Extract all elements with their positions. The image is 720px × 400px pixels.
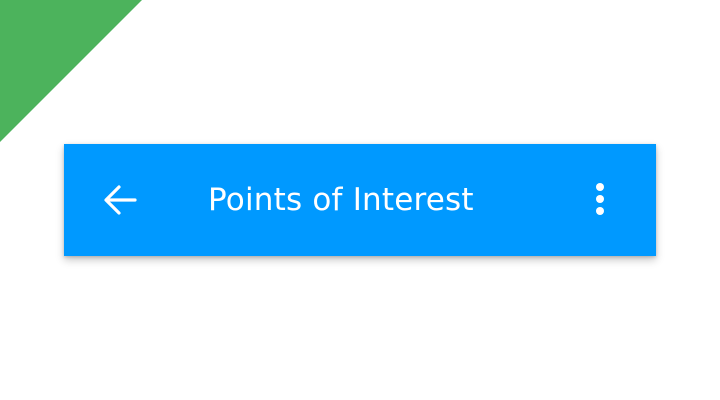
more-options-button[interactable] [576, 176, 624, 224]
arrow-back-icon [104, 185, 137, 215]
more-vert-icon [596, 183, 604, 215]
back-button[interactable] [96, 176, 144, 224]
app-bar: Points of Interest [64, 144, 656, 256]
app-bar-title: Points of Interest [208, 182, 474, 218]
corner-accent-triangle [0, 0, 142, 142]
